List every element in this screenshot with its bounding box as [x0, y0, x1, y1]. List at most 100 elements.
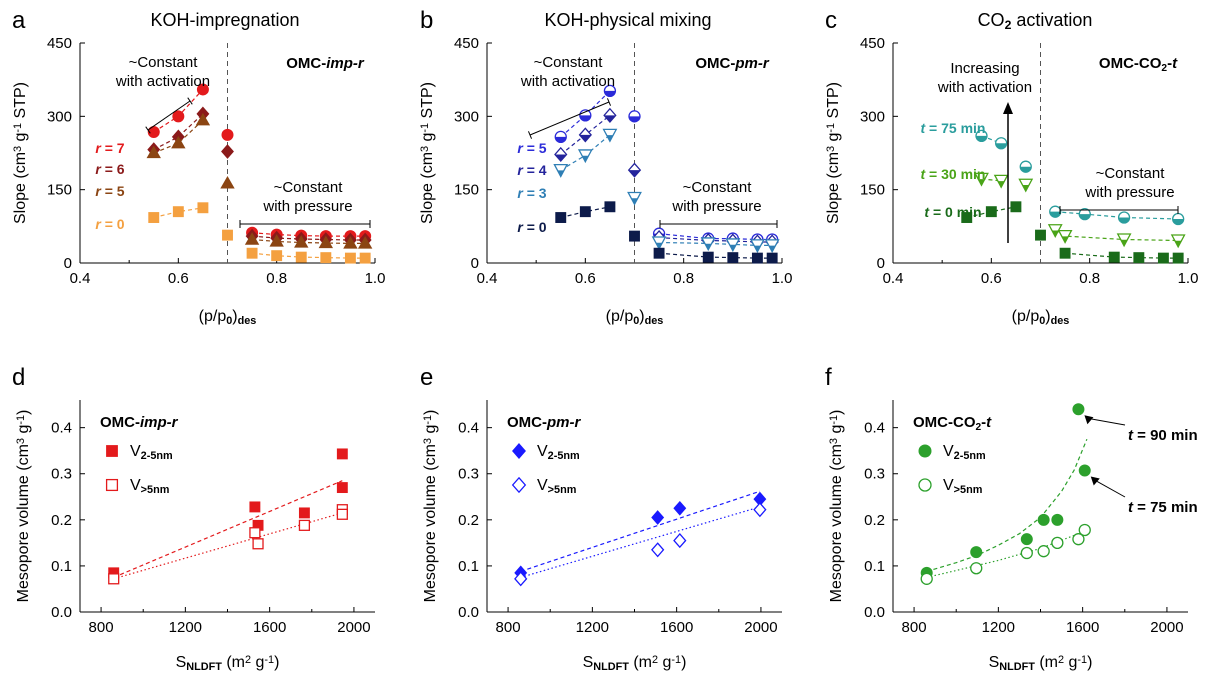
- panel-letter: a: [12, 7, 26, 34]
- sample-tag: OMC-CO2-t: [913, 414, 992, 433]
- data-point: [750, 239, 765, 254]
- x-tick-label: 0.6: [168, 270, 189, 287]
- panel-title: KOH-impregnation: [150, 10, 299, 30]
- annotation-text: t = 75 min: [1128, 499, 1198, 516]
- data-point: [602, 128, 618, 143]
- y-axis-label: Mesopore volume (cm3 g-1): [15, 410, 32, 603]
- legend: V2-5nm V>5nm: [511, 443, 580, 496]
- data-point: [195, 112, 211, 126]
- legend-marker: [512, 443, 526, 459]
- data-point: [1078, 464, 1091, 477]
- data-point: [1072, 533, 1085, 546]
- legend-marker: [511, 476, 527, 494]
- fit-line: [113, 480, 343, 578]
- series-0: [147, 83, 372, 243]
- x-tick-label: 1200: [576, 619, 609, 636]
- sample-tag: OMC-pm-r: [695, 55, 769, 72]
- panel-d: d 800 1200 1600 2000 0.0 0.1 0.2 0.3 0.4 SNLDFT (m…: [12, 364, 375, 673]
- panel-b: b 0.4 0.6 0.8 1.0 0 150 300 450 (p/p0)des Slope (c…: [419, 7, 793, 327]
- annotation-text: Increasing: [950, 60, 1019, 77]
- arrow-head: [1090, 476, 1100, 486]
- data-point: [974, 172, 989, 187]
- y-tick-label: 150: [454, 182, 479, 199]
- annotation-arrow: [1093, 479, 1126, 498]
- data-point: [651, 510, 665, 525]
- x-tick-label: 0.8: [1079, 270, 1100, 287]
- legend-label: V>5nm: [943, 477, 982, 496]
- data-point: [269, 234, 284, 247]
- data-point: [1037, 513, 1050, 526]
- y-tick-label: 0.3: [864, 466, 885, 483]
- arrow-head: [1084, 415, 1094, 425]
- series-line: [153, 207, 203, 219]
- series-1: [974, 172, 1186, 249]
- series-label: r = 0: [95, 216, 124, 232]
- data-point: [222, 229, 233, 241]
- data-point: [1051, 536, 1064, 550]
- data-point: [702, 251, 714, 263]
- x-tick-label: 1600: [660, 619, 693, 636]
- panel-letter: e: [420, 364, 433, 391]
- panel-letter: c: [825, 7, 837, 34]
- data-point: [1078, 207, 1091, 221]
- data-point: [249, 527, 261, 539]
- data-point: [343, 236, 358, 249]
- data-point: [336, 508, 348, 520]
- data-point: [653, 247, 665, 259]
- data-point: [553, 163, 569, 178]
- data-point: [244, 232, 260, 245]
- series-label: r = 5: [95, 183, 124, 199]
- series-0: [514, 490, 767, 581]
- data-point: [628, 110, 641, 123]
- data-point: [294, 235, 309, 248]
- data-point: [985, 206, 997, 218]
- x-tick-label: 800: [89, 619, 114, 636]
- series-0: [108, 448, 348, 579]
- data-point: [673, 532, 687, 549]
- y-tick-label: 0: [877, 255, 885, 272]
- x-tick-label: 2000: [744, 619, 777, 636]
- legend-label: V>5nm: [537, 477, 576, 496]
- y-tick-label: 0.2: [458, 512, 479, 529]
- y-axis-label: Mesopore volume (cm3 g-1): [828, 410, 845, 603]
- data-point: [627, 191, 642, 206]
- legend-marker: [918, 444, 932, 458]
- fit-line: [520, 506, 761, 578]
- data-point: [1057, 229, 1073, 244]
- data-point: [651, 542, 665, 558]
- panel-f: f 800 1200 1600 2000 0.0 0.1 0.2 0.3 0.4 SNLDFT (m…: [825, 364, 1198, 673]
- data-point: [221, 128, 234, 141]
- y-tick-label: 0: [64, 255, 72, 272]
- data-point: [148, 212, 160, 223]
- series-line: [153, 119, 204, 154]
- annotation-text: with activation: [937, 79, 1032, 96]
- x-tick-label: 0.4: [70, 270, 91, 287]
- data-point: [766, 252, 778, 264]
- panel-title: KOH-physical mixing: [544, 10, 711, 30]
- x-tick-label: 1200: [169, 619, 202, 636]
- series-label: r = 3: [517, 185, 546, 201]
- data-point: [1049, 205, 1062, 218]
- arrow-head: [1003, 102, 1013, 114]
- data-point: [603, 107, 617, 123]
- data-point: [252, 538, 264, 550]
- data-point: [629, 230, 640, 242]
- data-point: [764, 239, 780, 254]
- y-axis-label: Slope (cm3 g-1 STP): [419, 82, 436, 224]
- series-line: [153, 113, 204, 151]
- data-point: [1020, 546, 1033, 560]
- x-axis-label: (p/p0)des: [606, 308, 664, 327]
- panel-e: e 800 1200 1600 2000 0.0 0.1 0.2 0.3 0.4 SNLDFT (m…: [420, 364, 782, 673]
- data-point: [751, 252, 763, 264]
- y-tick-label: 0.0: [458, 604, 479, 621]
- annotation-arrow: [1087, 417, 1126, 426]
- data-point: [1059, 247, 1071, 259]
- legend-marker: [106, 445, 118, 457]
- series-0: [554, 84, 779, 246]
- sample-tag: OMC-imp-r: [100, 414, 179, 431]
- series-2: [961, 201, 1184, 264]
- series-line: [560, 90, 611, 138]
- panel-letter: f: [825, 364, 832, 391]
- bracket-line: [147, 100, 191, 131]
